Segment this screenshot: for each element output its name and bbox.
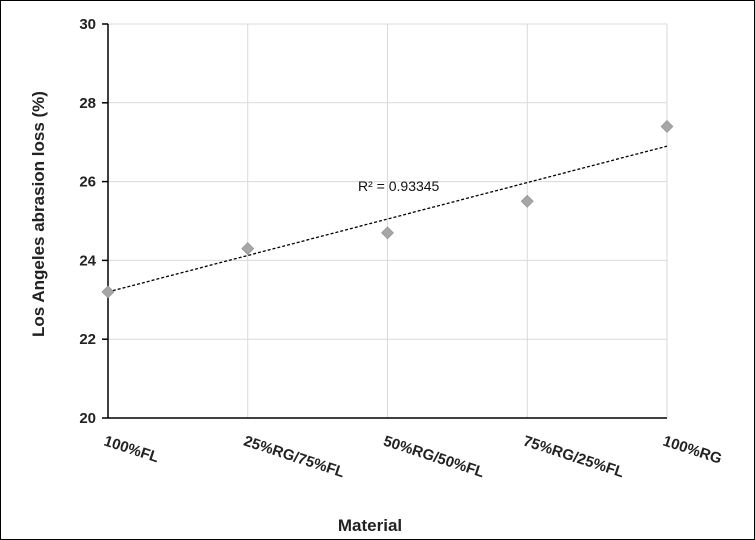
- data-points: [101, 120, 674, 299]
- x-axis-title: Material: [338, 516, 402, 535]
- x-tick-label: 100%RG: [661, 433, 724, 468]
- y-tick-label: 20: [79, 410, 96, 427]
- data-point: [381, 226, 394, 240]
- x-tick-label: 75%RG/25%FL: [521, 433, 626, 482]
- x-tick-label: 25%RG/75%FL: [242, 433, 347, 482]
- y-tick-label: 26: [79, 174, 96, 191]
- x-tick-label: 100%FL: [102, 433, 161, 467]
- y-tick-labels: 20 22 24 26 28 30: [79, 16, 96, 427]
- trendline-layer: R² = 0.93345: [107, 145, 668, 293]
- y-tick-label: 22: [79, 331, 96, 348]
- y-axis-title: Los Angeles abrasion loss (%): [29, 91, 48, 337]
- axes: [102, 23, 667, 419]
- y-tick-label: 24: [79, 252, 96, 269]
- data-point: [660, 120, 674, 133]
- r2-annotation: R² = 0.93345: [358, 178, 440, 194]
- gridlines: [108, 23, 668, 418]
- data-point: [241, 242, 255, 256]
- data-point: [520, 194, 534, 208]
- y-tick-label: 28: [79, 95, 96, 112]
- x-tick-label: 50%RG/50%FL: [381, 433, 486, 482]
- trendline: [107, 145, 668, 293]
- x-tick-labels: 100%FL 25%RG/75%FL 50%RG/50%FL 75%RG/25%FL 1…: [102, 433, 724, 482]
- data-point: [101, 285, 115, 299]
- y-tick-label: 30: [79, 16, 96, 33]
